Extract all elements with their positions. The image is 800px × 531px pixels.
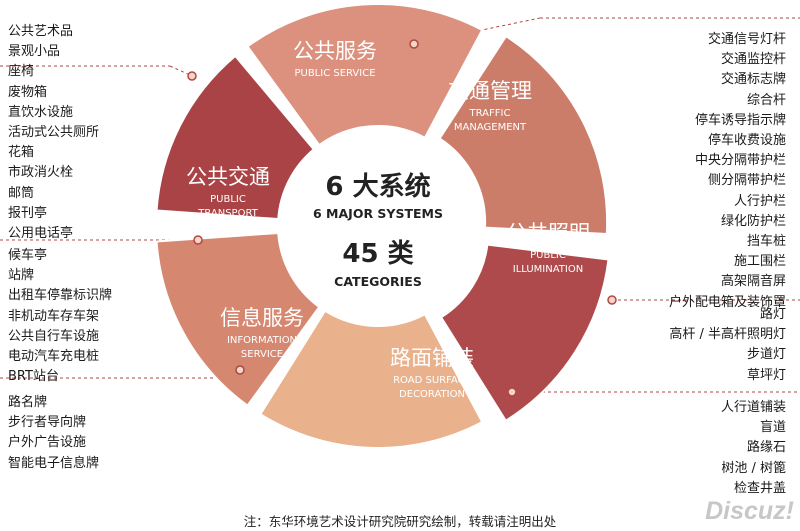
segment-title-public-transport: 公共交通 [186,165,270,189]
list-item: 路名牌 [8,395,48,410]
list-item: 人行道铺装 [720,400,786,415]
list-item: 草坪灯 [746,367,786,383]
list-item: 交通标志牌 [720,72,786,88]
footer-note: 注：东华环境艺术设计研究院研究绘制，转载请注明出处 [243,514,557,529]
segment-subtitle-information-service: SERVICE [241,349,283,360]
list-item: 邮筒 [8,185,35,201]
road-surface-list: 人行道铺装盲道路缘石树池 / 树篦检查井盖 [721,398,786,499]
connector-dot [607,295,617,305]
center-count: 45 类 [342,239,413,269]
center-circle [278,126,478,326]
list-item: 市政消火栓 [8,165,74,181]
segment-subtitle-road-surface-decoration: DECORATION [399,389,465,400]
list-item: 出租车停靠标识牌 [8,288,113,304]
list-item: 挡车桩 [746,234,786,250]
connector-dot [409,39,419,49]
list-item: 户外配电箱及装饰罩 [668,294,786,310]
list-item: 公用电话亭 [8,226,74,242]
list-item: 户外广告设施 [8,435,87,451]
segment-subtitle-traffic-management: MANAGEMENT [454,122,527,133]
list-item: 智能电子信息牌 [8,455,100,471]
list-item: 电动汽车充电桩 [8,349,100,365]
segment-title-road-surface-decoration: 路面铺装 [390,346,474,370]
list-item: 候车亭 [8,248,48,263]
list-item: 座椅 [8,64,35,80]
list-item: 景观小品 [8,44,61,60]
connector-dot [507,387,517,397]
segment-title-public-service: 公共服务 [293,39,377,63]
list-item: 绿化防护栏 [720,213,786,229]
list-item: 停车收费设施 [707,133,786,149]
list-item: 交通信号灯杆 [707,32,786,47]
connector-dots [187,39,617,397]
list-item: 综合杆 [746,92,786,108]
list-item: 高架隔音屏 [720,274,786,290]
list-item: 公共自行车设施 [8,328,100,344]
public-service-list: 公共艺术品景观小品座椅废物箱直饮水设施活动式公共厕所 花箱市政消火栓邮筒报刊亭公用… [8,22,99,244]
connector-dot [187,71,197,81]
segment-subtitle-public-transport: PUBLIC [210,194,246,205]
list-item: 人行护栏 [733,193,786,209]
list-item: 废物箱 [8,84,48,100]
list-item: 盲道 [759,420,786,436]
list-item: 公共艺术品 [8,24,74,39]
list-item: 高杆 / 半高杆照明灯 [669,327,786,343]
list-item: 停车诱导指示牌 [694,112,786,128]
list-item: 树池 / 树篦 [721,460,786,476]
segment-title-information-service: 信息服务 [220,306,304,330]
segment-subtitle-public-illumination: PUBLIC [530,250,566,261]
public-transport-list: 候车亭站牌出租车停靠标识牌 非机动车存车架 公共自行车设施 电动汽车充电桩 BRT站台 [8,246,112,387]
segment-subtitle-information-service: INFORMATION [227,335,297,346]
information-service-list: 路名牌步行者导向牌 户外广告设施 智能电子信息牌 [8,393,99,474]
connector-dot [235,365,245,375]
segment-title-public-illumination: 公共照明 [506,221,590,245]
segment-subtitle-public-transport: TRANSPORT [197,208,258,219]
segment-subtitle-road-surface-decoration: ROAD SURFACE [393,375,471,386]
list-item: 施工围栏 [733,254,786,270]
list-item: 活动式公共厕所 [8,125,100,141]
center-title: 6 大系统 [325,171,430,202]
list-item: 步行者导向牌 [8,415,87,431]
center-subtitle: 6 MAJOR SYSTEMS [313,206,443,221]
center-count-label: CATEGORIES [334,274,422,289]
segment-traffic-management [438,34,609,236]
list-item: 直饮水设施 [8,104,74,120]
list-item: 步道灯 [746,347,786,363]
list-item: 检查井盖 [733,480,786,496]
connector-dot [193,235,203,245]
traffic-management-list: 交通信号灯杆交通监控杆交通标志牌综合杆停车诱导指示牌停车收费设施中央分隔带护栏侧… [669,30,786,313]
watermark-logo: Discuz! [705,497,794,525]
list-item: BRT站台 [8,369,59,385]
segment-subtitle-public-illumination: ILLUMINATION [513,264,583,275]
list-item: 站牌 [8,268,35,284]
list-item: 花箱 [8,145,35,161]
list-item: 路灯 [759,307,786,322]
segment-public-illumination [439,243,610,423]
list-item: 非机动车存车架 [8,308,100,324]
segment-labels: 公共服务 PUBLIC SERVICE 交通管理 TRAFFIC MANAGEMENT 公… [186,39,590,400]
segment-subtitle-public-service: PUBLIC SERVICE [294,68,375,79]
list-item: 路缘石 [746,440,786,456]
segment-subtitle-traffic-management: TRAFFIC [469,108,511,119]
ring-segments [155,3,610,449]
public-illumination-list: 路灯高杆 / 半高杆照明灯步道灯草坪灯 [669,305,786,386]
segment-title-traffic-management: 交通管理 [448,79,532,103]
list-item: 中央分隔带护栏 [694,153,786,169]
list-item: 报刊亭 [8,205,48,221]
list-item: 交通监控杆 [720,52,786,68]
list-item: 侧分隔带护栏 [707,173,786,189]
